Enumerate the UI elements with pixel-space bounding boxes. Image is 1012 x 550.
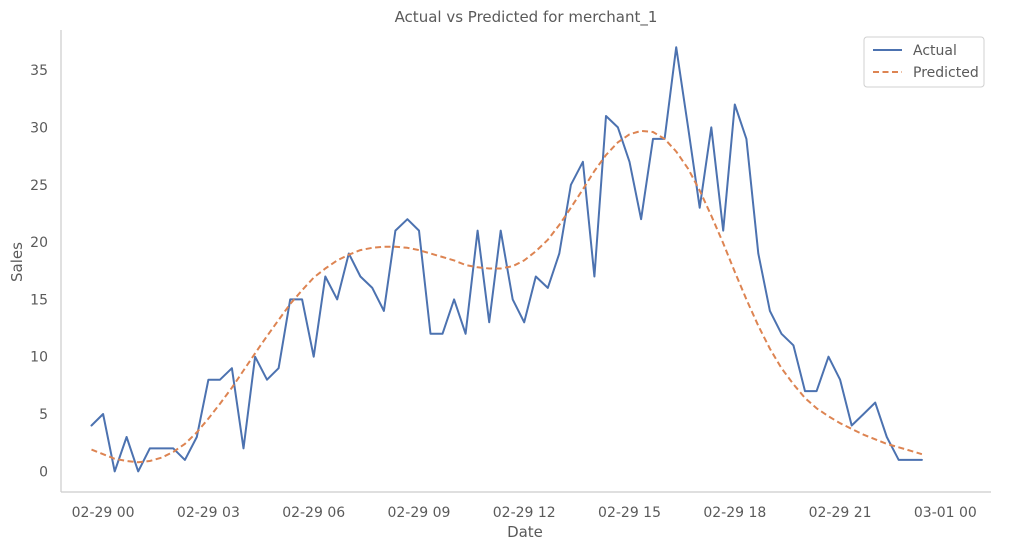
x-axis-label: Date [507,523,543,541]
chart-title: Actual vs Predicted for merchant_1 [395,8,658,27]
series-line-predicted [91,129,923,464]
x-axis-ticks: 02-29 00 02-29 03 02-29 06 02-29 09 02-29 12… [72,505,977,521]
x-tick-label: 02-29 03 [177,505,240,521]
y-tick-label: 25 [30,178,48,194]
x-tick-label: 02-29 09 [387,505,450,521]
x-tick-label: 02-29 06 [282,505,345,521]
legend: Actual Predicted [863,36,985,88]
y-tick-label: 10 [30,350,48,366]
y-tick-label: 5 [39,407,48,423]
x-tick-label: 02-29 21 [809,505,872,521]
series-layer [90,46,923,473]
y-tick-label: 0 [39,464,48,480]
x-tick-label: 02-29 12 [493,505,556,521]
x-tick-label: 02-29 18 [703,505,766,521]
y-tick-label: 20 [30,235,48,251]
y-axis-label: Sales [8,242,26,282]
legend-label-predicted: Predicted [913,65,979,81]
legend-label-actual: Actual [913,43,957,59]
x-tick-label: 03-01 00 [914,505,977,521]
x-tick-label: 02-29 00 [72,505,135,521]
y-tick-label: 35 [30,63,48,79]
series-line-actual [90,46,923,473]
x-tick-label: 02-29 15 [598,505,661,521]
y-tick-label: 15 [30,292,48,308]
y-axis-ticks: 0 5 10 15 20 25 30 35 [30,63,48,480]
y-tick-label: 30 [30,120,48,136]
